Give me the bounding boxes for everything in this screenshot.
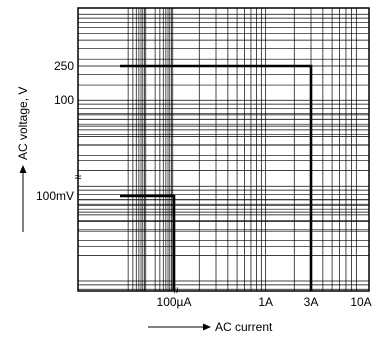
x-tick-label: 1A [258, 295, 273, 309]
x-tick-label: 100µA [157, 295, 192, 309]
y-axis-arrow-head [19, 165, 27, 173]
y-axis-title-group: AC voltage, V [16, 87, 30, 232]
axis-breaks: ≈≈ [75, 170, 183, 294]
series-line-1 [120, 64, 313, 291]
series-line-2 [120, 194, 176, 291]
x-axis-arrow-head [203, 323, 211, 331]
x-axis-title: AC current [215, 320, 273, 334]
x-tick-label: 10A [350, 295, 371, 309]
y-tick-label: 100 [54, 93, 74, 107]
x-axis-title-group: AC current [148, 320, 273, 334]
grid [78, 8, 369, 291]
x-tick-label: 3A [304, 295, 319, 309]
y-axis-break-mark: ≈ [75, 170, 82, 184]
y-tick-label: 250 [54, 59, 74, 73]
x-axis-break-mark: ≈ [169, 287, 183, 294]
y-tick-label: 100mV [36, 189, 74, 203]
plot-frame [77, 7, 370, 292]
tick-labels: 100µA 1A 3A 10A 250 100 100mV [36, 59, 372, 309]
series-group [120, 64, 313, 291]
y-axis-title: AC voltage, V [16, 87, 30, 160]
